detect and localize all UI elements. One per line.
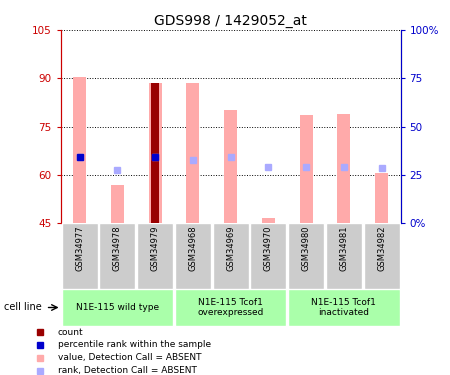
Text: N1E-115 wild type: N1E-115 wild type xyxy=(76,303,159,312)
Bar xyxy=(186,83,199,223)
Text: GSM34979: GSM34979 xyxy=(151,225,160,271)
FancyBboxPatch shape xyxy=(288,223,324,289)
FancyBboxPatch shape xyxy=(99,223,135,289)
Text: count: count xyxy=(58,328,83,337)
FancyBboxPatch shape xyxy=(62,223,98,289)
FancyBboxPatch shape xyxy=(175,223,211,289)
Text: percentile rank within the sample: percentile rank within the sample xyxy=(58,340,211,350)
Text: cell line: cell line xyxy=(4,303,42,312)
FancyBboxPatch shape xyxy=(62,289,173,326)
Bar xyxy=(300,115,313,223)
Text: rank, Detection Call = ABSENT: rank, Detection Call = ABSENT xyxy=(58,366,197,375)
FancyBboxPatch shape xyxy=(326,223,362,289)
FancyBboxPatch shape xyxy=(175,289,287,326)
Text: GSM34968: GSM34968 xyxy=(189,225,198,271)
Text: GSM34980: GSM34980 xyxy=(302,225,310,271)
FancyBboxPatch shape xyxy=(364,223,400,289)
Text: N1E-115 Tcof1
inactivated: N1E-115 Tcof1 inactivated xyxy=(311,298,376,317)
Bar xyxy=(262,218,275,223)
Bar xyxy=(111,184,124,223)
Bar xyxy=(224,111,237,223)
Text: GSM34978: GSM34978 xyxy=(113,225,122,271)
Bar xyxy=(148,83,162,223)
Bar xyxy=(337,114,351,223)
Bar xyxy=(73,76,86,223)
Bar xyxy=(151,83,159,223)
FancyBboxPatch shape xyxy=(250,223,287,289)
Text: N1E-115 Tcof1
overexpressed: N1E-115 Tcof1 overexpressed xyxy=(198,298,264,317)
Text: value, Detection Call = ABSENT: value, Detection Call = ABSENT xyxy=(58,353,201,362)
Bar xyxy=(375,173,388,223)
Text: GSM34969: GSM34969 xyxy=(226,225,235,271)
Text: GSM34977: GSM34977 xyxy=(75,225,84,271)
Text: GSM34981: GSM34981 xyxy=(339,225,348,271)
Title: GDS998 / 1429052_at: GDS998 / 1429052_at xyxy=(154,13,307,28)
Text: GSM34970: GSM34970 xyxy=(264,225,273,271)
FancyBboxPatch shape xyxy=(288,289,400,326)
FancyBboxPatch shape xyxy=(137,223,173,289)
Text: GSM34982: GSM34982 xyxy=(377,225,386,271)
FancyBboxPatch shape xyxy=(212,223,249,289)
